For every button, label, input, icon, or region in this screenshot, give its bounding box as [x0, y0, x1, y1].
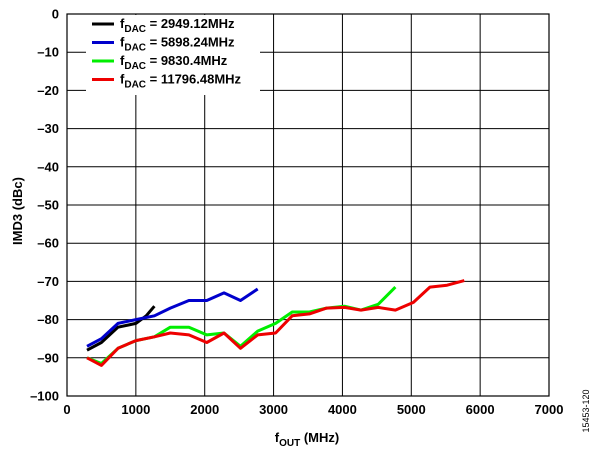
legend-background [86, 15, 260, 95]
x-tick-label: 3000 [259, 402, 288, 417]
figure-id-label: 15453-120 [581, 389, 591, 432]
legend-entry: fDAC = 5898.24MHz [120, 35, 235, 54]
series-line [86, 305, 156, 352]
x-axis-label-subscript: OUT [279, 438, 300, 449]
y-tick-label: –50 [37, 198, 59, 213]
y-tick-label: –70 [37, 274, 59, 289]
x-axis-label-main: f [275, 430, 280, 445]
y-tick-label: –20 [37, 83, 59, 98]
x-axis-label-unit: (MHz) [300, 430, 339, 445]
series-line [86, 279, 465, 367]
y-tick-label: 0 [52, 7, 59, 22]
x-tick-label: 0 [63, 402, 70, 417]
y-tick-label: –40 [37, 159, 59, 174]
x-tick-label: 5000 [397, 402, 426, 417]
y-tick-label: –100 [30, 389, 59, 404]
y-tick-label: –30 [37, 121, 59, 136]
x-tick-label: 6000 [466, 402, 495, 417]
x-tick-label: 2000 [190, 402, 219, 417]
plot-frame [66, 13, 550, 397]
series-line [86, 287, 259, 348]
y-tick-label: –60 [37, 236, 59, 251]
y-tick-label: –80 [37, 312, 59, 327]
tick-labels: 0 1000 2000 3000 4000 5000 6000 7000 0 –10 –20 –30 –… [30, 7, 563, 418]
legend-entry: fDAC = 9830.4MHz [120, 53, 228, 72]
x-axis-label: fOUT (MHz) [275, 430, 339, 449]
x-tick-label: 4000 [328, 402, 357, 417]
legend-entry: fDAC = 11796.48MHz [120, 72, 242, 91]
x-tick-label: 1000 [121, 402, 150, 417]
legend-entry: fDAC = 2949.12MHz [120, 16, 235, 35]
x-tick-label: 7000 [535, 402, 564, 417]
series-lines [86, 279, 465, 367]
y-tick-label: –10 [37, 45, 59, 60]
y-tick-label: –90 [37, 350, 59, 365]
y-axis-label: IMD3 (dBc) [10, 177, 25, 245]
